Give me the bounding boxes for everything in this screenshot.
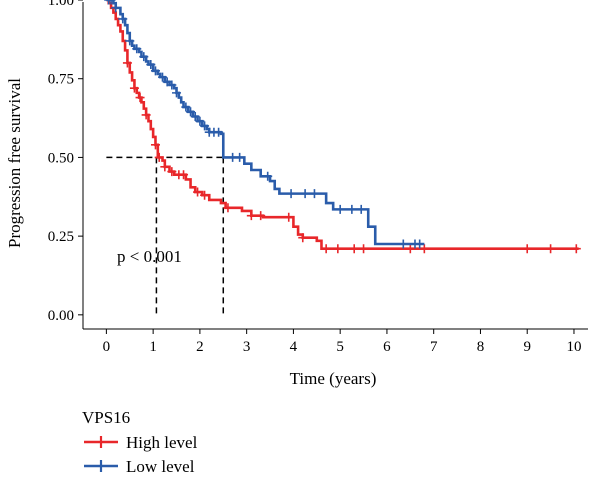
y-tick-label-0.00: 0.00 (48, 308, 74, 324)
censor-mark-high-level-26 (571, 244, 581, 254)
censor-mark-low-level-4 (118, 14, 128, 24)
censor-mark-low-level-11 (162, 77, 172, 87)
censor-mark-high-level-13 (223, 203, 233, 213)
censor-mark-high-level-16 (284, 212, 294, 222)
censor-mark-low-level-14 (181, 102, 191, 112)
y-axis-title: Progression free survival (5, 78, 24, 248)
censor-mark-low-level-30 (356, 204, 366, 214)
x-tick-label-3: 3 (243, 339, 251, 355)
censor-mark-low-level-7 (139, 52, 149, 62)
censor-mark-low-level-6 (132, 44, 142, 54)
censor-mark-high-level-14 (246, 211, 256, 221)
y-axis: 0.00 0.25 0.50 0.75 1.00 (48, 0, 84, 329)
survival-curve-low-level (106, 0, 425, 246)
x-axis: 0 1 2 3 4 5 6 7 8 9 10 (83, 328, 588, 355)
censor-mark-low-level-5 (125, 36, 135, 46)
censor-mark-low-level-23 (235, 152, 245, 162)
censor-mark-low-level-10 (157, 72, 167, 82)
x-tick-label-5: 5 (336, 339, 344, 355)
censor-mark-high-level-10 (179, 170, 189, 180)
x-tick-label-1: 1 (149, 339, 157, 355)
legend-title: VPS16 (82, 408, 130, 427)
censor-mark-high-level-1 (122, 58, 132, 68)
x-axis-title: Time (years) (290, 369, 377, 388)
censor-mark-low-level-16 (190, 111, 200, 121)
censor-mark-high-level-4 (141, 110, 151, 120)
y-tick-label-1.00: 1.00 (48, 0, 74, 9)
x-tick-label-4: 4 (290, 339, 298, 355)
censor-mark-high-level-15 (256, 211, 266, 221)
censor-mark-high-level-11 (193, 187, 203, 197)
survival-curve-high-level (106, 0, 579, 251)
censor-mark-high-level-7 (160, 162, 170, 172)
y-tick-label-0.50: 0.50 (48, 150, 74, 166)
censor-mark-high-level-8 (167, 167, 177, 177)
censor-mark-high-level-25 (546, 244, 556, 254)
plot-area (104, 0, 581, 315)
censor-mark-low-level-29 (347, 204, 357, 214)
censor-mark-low-level-18 (200, 121, 210, 131)
censor-mark-low-level-8 (146, 60, 156, 70)
x-tick-label-6: 6 (383, 339, 391, 355)
censor-mark-high-level-22 (405, 244, 415, 254)
censor-mark-low-level-21 (214, 127, 224, 137)
censor-mark-low-level-1 (104, 0, 114, 5)
legend: VPS16 High level Low level (82, 408, 198, 476)
censor-mark-high-level-2 (129, 83, 139, 93)
legend-label-high-level: High level (126, 433, 198, 452)
censor-mark-low-level-24 (263, 171, 273, 181)
censor-mark-low-level-13 (172, 88, 182, 98)
censor-mark-high-level-24 (522, 244, 532, 254)
censor-mark-low-level-2 (106, 0, 116, 5)
x-tick-label-7: 7 (430, 339, 438, 355)
censor-mark-low-level-9 (150, 66, 160, 76)
censor-mark-low-level-25 (286, 189, 296, 199)
y-tick-label-0.75: 0.75 (48, 72, 74, 88)
censor-mark-high-level-6 (154, 152, 164, 162)
x-tick-label-9: 9 (523, 339, 531, 355)
x-tick-label-8: 8 (477, 339, 485, 355)
censor-mark-high-level-17 (298, 233, 308, 243)
censor-mark-high-level-5 (150, 140, 160, 150)
censor-mark-low-level-26 (300, 189, 310, 199)
y-tick-label-0.25: 0.25 (48, 229, 74, 245)
censor-mark-low-level-33 (415, 239, 425, 249)
censor-mark-low-level-3 (111, 3, 121, 13)
censor-mark-high-level-20 (349, 244, 359, 254)
censor-mark-high-level-19 (333, 244, 343, 254)
x-tick-label-0: 0 (103, 339, 111, 355)
censor-mark-high-level-23 (419, 244, 429, 254)
p-value-annotation: p < 0.001 (117, 247, 182, 266)
censor-mark-low-level-31 (398, 239, 408, 249)
censor-mark-high-level-3 (135, 93, 145, 103)
censor-mark-low-level-17 (195, 116, 205, 126)
legend-label-low-level: Low level (126, 457, 195, 476)
censor-mark-low-level-28 (335, 204, 345, 214)
censor-mark-low-level-15 (186, 107, 196, 117)
censor-mark-high-level-21 (359, 244, 369, 254)
censor-mark-high-level-12 (200, 190, 210, 200)
censor-mark-low-level-12 (167, 80, 177, 90)
censor-mark-high-level-18 (321, 244, 331, 254)
x-tick-label-10: 10 (566, 339, 581, 355)
x-tick-label-2: 2 (196, 339, 204, 355)
censor-mark-low-level-27 (309, 189, 319, 199)
